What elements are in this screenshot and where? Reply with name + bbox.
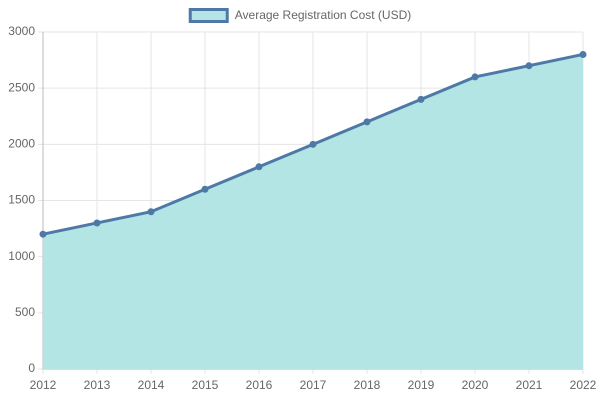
x-tick-label: 2017 [300,378,327,392]
y-tick-label: 3000 [8,24,35,38]
x-tick-label: 2019 [408,378,435,392]
point [363,118,371,126]
x-tick-label: 2016 [246,378,273,392]
point [147,208,155,216]
y-tick-label: 1000 [8,249,35,263]
point [417,95,425,103]
point [93,219,101,227]
x-tick-label: 2020 [462,378,489,392]
area [43,54,583,369]
point [255,163,263,171]
point [309,140,317,148]
point [579,50,587,58]
point [471,73,479,81]
x-tick-label: 2012 [30,378,57,392]
y-tick-label: 0 [28,361,35,375]
x-tick-label: 2015 [192,378,219,392]
x-tick-label: 2018 [354,378,381,392]
point [201,185,209,193]
y-tick-label: 1500 [8,193,35,207]
y-tick-label: 500 [15,305,35,319]
x-tick-label: 2022 [570,378,597,392]
legend-label: Average Registration Cost (USD) [235,8,412,22]
y-tick-label: 2500 [8,80,35,94]
x-tick-label: 2014 [138,378,165,392]
y-tick-label: 2000 [8,137,35,151]
x-tick-label: 2013 [84,378,111,392]
point [39,230,47,238]
point [525,62,533,70]
x-tick-label: 2021 [516,378,543,392]
legend-swatch [188,8,229,23]
